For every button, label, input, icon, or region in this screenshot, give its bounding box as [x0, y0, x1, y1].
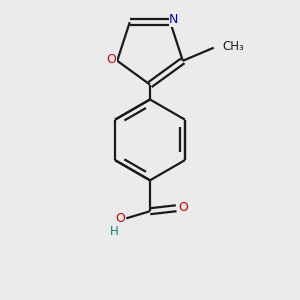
Text: CH₃: CH₃	[222, 40, 244, 53]
Text: N: N	[169, 14, 178, 26]
Text: O: O	[178, 201, 188, 214]
Text: O: O	[115, 212, 125, 226]
Text: H: H	[110, 225, 119, 238]
Text: O: O	[106, 53, 116, 66]
